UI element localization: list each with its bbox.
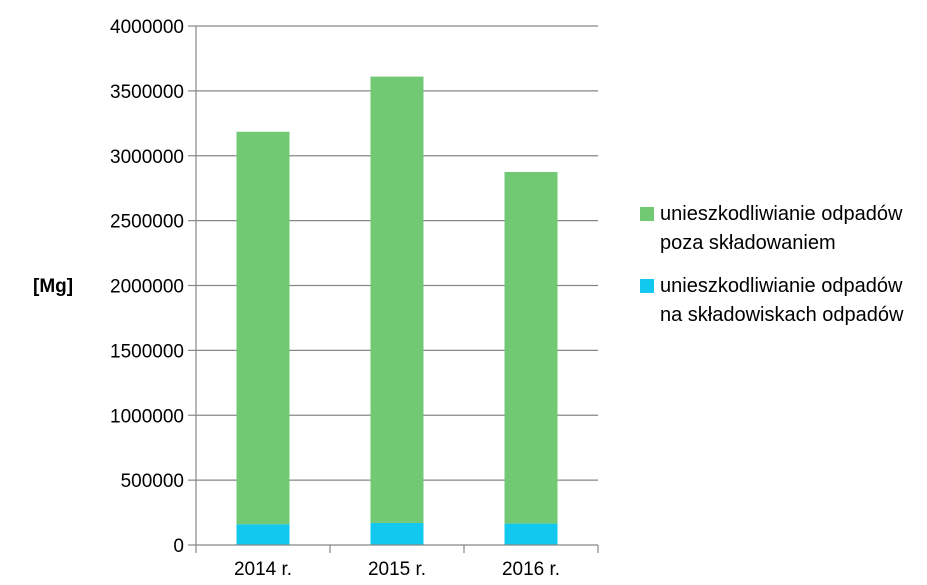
y-axis-label: [Mg] [33,276,73,297]
legend-item-outside-landfill: unieszkodliwianie odpadów poza składowan… [640,200,927,258]
y-tick-label: 2000000 [110,277,184,298]
x-tick-label: 2015 r. [368,559,426,580]
bar-segment [236,524,290,545]
y-tick-label: 4000000 [110,17,184,38]
legend-label: unieszkodliwianie odpadów na składowiska… [660,275,904,326]
bar-segment [504,171,558,524]
legend-label: unieszkodliwianie odpadów poza składowan… [660,203,903,254]
y-tick-label: 3500000 [110,82,184,103]
y-tick-label: 500000 [121,471,184,492]
legend: unieszkodliwianie odpadów poza składowan… [640,200,927,344]
axes [195,26,599,553]
y-tick-label: 2500000 [110,212,184,233]
legend-swatch-green [640,207,654,221]
y-axis-tick-labels: 0 500000 1000000 1500000 2000000 2500000 30000… [110,17,184,557]
legend-swatch-cyan [640,279,654,293]
bar-segment [504,523,558,545]
legend-item-landfill: unieszkodliwianie odpadów na składowiska… [640,272,927,330]
bar-segment [370,76,424,523]
y-tick-label: 1500000 [110,341,184,362]
x-tick-label: 2016 r. [502,559,560,580]
bar-segment [370,522,424,545]
y-tick-label: 1000000 [110,406,184,427]
bar-segment [236,131,290,525]
y-tick-label: 3000000 [110,147,184,168]
x-tick-label: 2014 r. [234,559,292,580]
y-tick-label: 0 [173,536,184,557]
x-axis-tick-labels: 2014 r. 2015 r. 2016 r. [234,559,560,580]
bars [236,76,558,545]
